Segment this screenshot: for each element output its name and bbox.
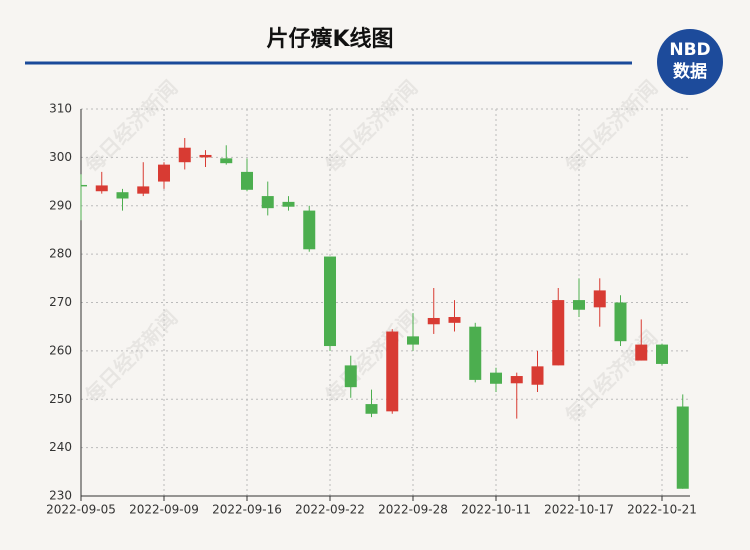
candle-body [593, 290, 606, 308]
candle-body [199, 154, 212, 158]
logo-text: 数据 [673, 61, 707, 82]
candle-body [407, 336, 419, 345]
candle-body [552, 300, 565, 366]
candle-body [365, 404, 378, 414]
candle-body [469, 326, 482, 380]
x-tick-label: 2022-09-16 [212, 503, 282, 517]
candle-body [178, 147, 191, 163]
x-tick-label: 2022-10-17 [544, 503, 614, 517]
x-tick-label: 2022-09-05 [46, 503, 116, 517]
candle-body [573, 300, 585, 310]
y-tick-label: 250 [49, 392, 72, 406]
x-tick-label: 2022-10-21 [627, 503, 697, 517]
x-tick-label: 2022-10-11 [461, 503, 531, 517]
candle-body [386, 331, 399, 412]
candle-body [614, 302, 627, 342]
candle-body [116, 192, 129, 199]
candle-body [80, 184, 87, 187]
candle-body [220, 158, 233, 164]
candle-body [448, 317, 461, 323]
x-tick-label: 2022-09-09 [129, 503, 199, 517]
y-tick-label: 290 [49, 198, 72, 212]
candle-body [635, 344, 648, 361]
candle-body [95, 185, 108, 192]
y-tick-label: 260 [49, 343, 72, 357]
candle-body [241, 171, 253, 190]
y-tick-label: 300 [49, 150, 72, 164]
chart-title: 片仔癀K线图 [266, 26, 393, 52]
candle-body [656, 344, 668, 364]
logo-text: NBD [669, 40, 710, 60]
y-tick-label: 280 [49, 247, 72, 261]
candle-body [282, 201, 295, 207]
candle-body [137, 186, 150, 194]
candle-body [510, 376, 523, 384]
logo [657, 29, 723, 95]
candle-body [676, 406, 689, 489]
candle-body [490, 372, 502, 384]
candle-body [158, 164, 170, 182]
x-tick-label: 2022-09-28 [378, 503, 448, 517]
candle-body [427, 317, 440, 325]
candle-body [303, 210, 316, 250]
y-tick-label: 310 [49, 102, 72, 116]
y-tick-label: 270 [49, 295, 72, 309]
candle-body [324, 256, 336, 347]
candle-body [344, 365, 357, 388]
y-tick-label: 230 [49, 489, 72, 503]
candle-body [531, 366, 544, 385]
candle-body [261, 196, 274, 209]
x-tick-label: 2022-09-22 [295, 503, 365, 517]
y-tick-label: 240 [49, 440, 72, 454]
